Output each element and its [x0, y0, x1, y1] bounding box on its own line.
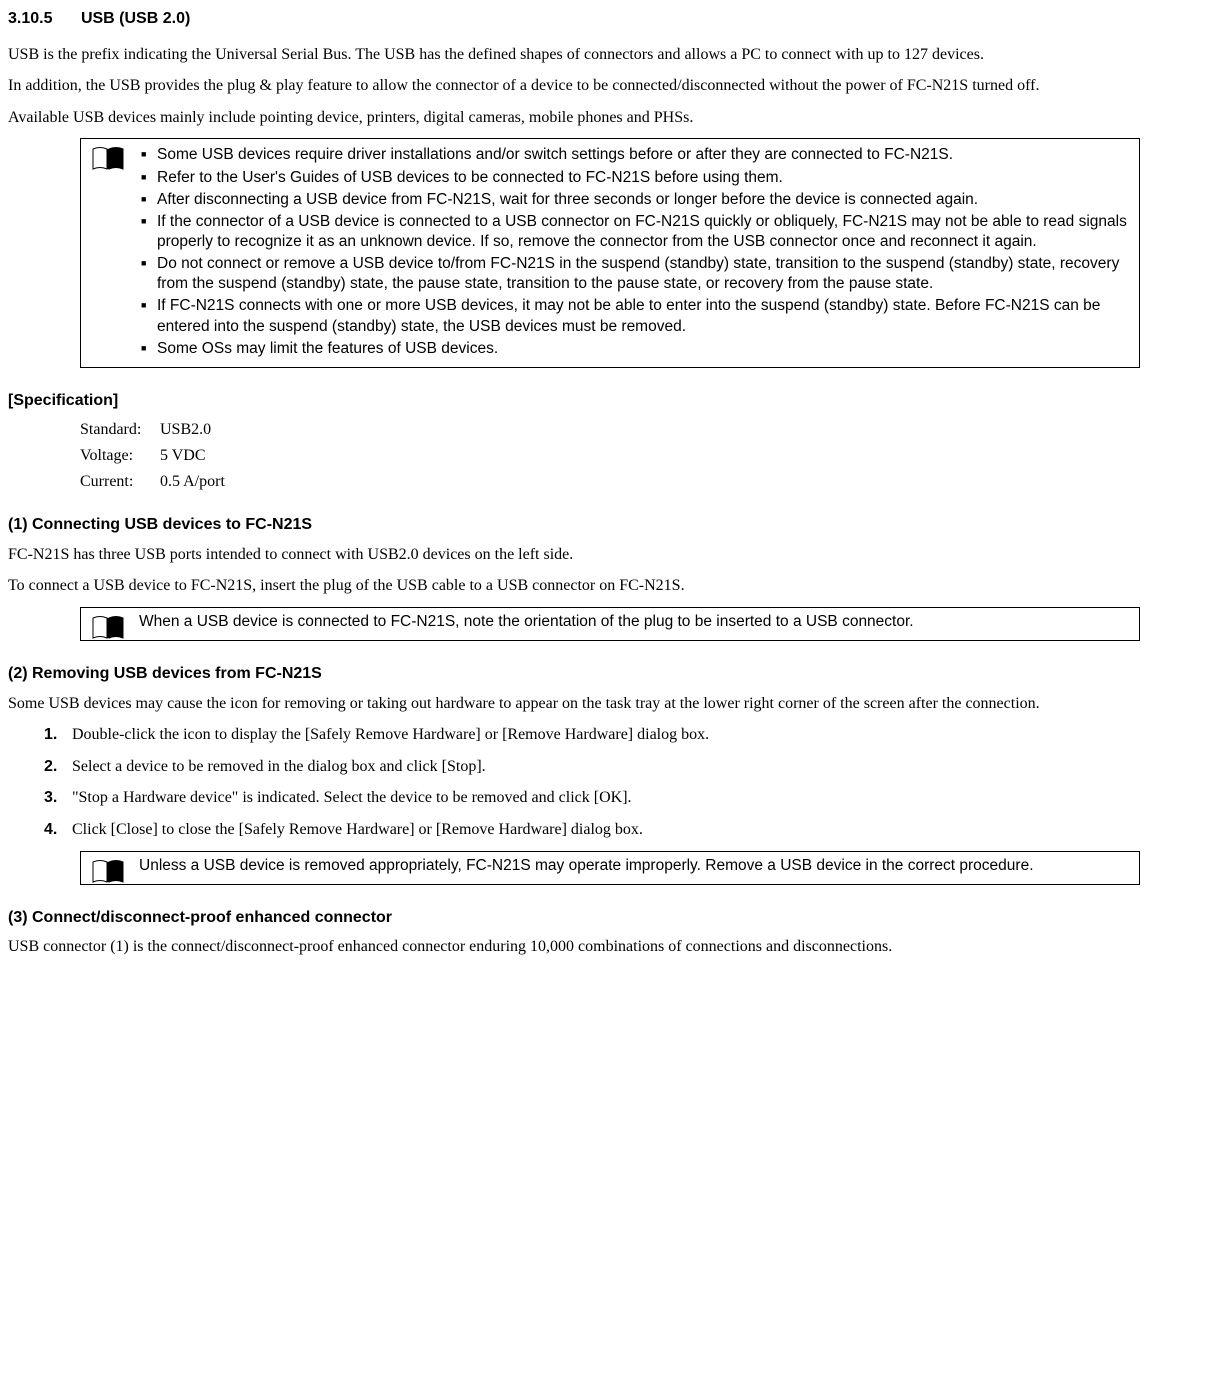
- step-number: 3.: [44, 787, 72, 809]
- subsection-3-p1: USB connector (1) is the connect/disconn…: [8, 936, 1211, 958]
- note-1-list: Some USB devices require driver installa…: [139, 145, 1131, 358]
- subsection-2-p1: Some USB devices may cause the icon for …: [8, 693, 1211, 715]
- open-book-icon: [91, 858, 135, 884]
- note-item: After disconnecting a USB device from FC…: [157, 190, 1131, 210]
- step-number: 4.: [44, 819, 72, 841]
- intro-paragraph-2: In addition, the USB provides the plug &…: [8, 75, 1211, 97]
- note-box-3: Unless a USB device is removed appropria…: [80, 851, 1140, 885]
- step-text: Double-click the icon to display the [Sa…: [72, 724, 1211, 746]
- note-icon-cell: [81, 852, 139, 884]
- section-number: 3.10.5: [8, 8, 52, 30]
- note-item: If FC-N21S connects with one or more USB…: [157, 296, 1131, 336]
- spec-label: Voltage:: [80, 445, 160, 467]
- note-icon-cell: [81, 608, 139, 640]
- step-item: 1. Double-click the icon to display the …: [44, 724, 1211, 746]
- specification-heading: [Specification]: [8, 390, 1211, 412]
- step-number: 1.: [44, 724, 72, 746]
- subsection-1-p1: FC-N21S has three USB ports intended to …: [8, 544, 1211, 566]
- specification-rows: Standard: USB2.0 Voltage: 5 VDC Current:…: [80, 419, 1211, 492]
- spec-value: 5 VDC: [160, 445, 206, 467]
- step-item: 2. Select a device to be removed in the …: [44, 756, 1211, 778]
- note-text-cell: Unless a USB device is removed appropria…: [139, 852, 1139, 882]
- spec-label: Current:: [80, 471, 160, 493]
- note-3-text: Unless a USB device is removed appropria…: [139, 857, 1034, 874]
- subsection-3-heading: (3) Connect/disconnect-proof enhanced co…: [8, 907, 1211, 929]
- note-text-cell: When a USB device is connected to FC-N21…: [139, 608, 1139, 638]
- section-title: USB (USB 2.0): [81, 10, 190, 27]
- step-number: 2.: [44, 756, 72, 778]
- section-heading: 3.10.5 USB (USB 2.0): [8, 8, 1211, 30]
- spec-label: Standard:: [80, 419, 160, 441]
- note-item: If the connector of a USB device is conn…: [157, 212, 1131, 252]
- note-item: Some USB devices require driver installa…: [157, 145, 1131, 165]
- intro-paragraph-1: USB is the prefix indicating the Univers…: [8, 44, 1211, 66]
- note-item: Do not connect or remove a USB device to…: [157, 254, 1131, 294]
- removal-steps: 1. Double-click the icon to display the …: [44, 724, 1211, 840]
- spec-value: 0.5 A/port: [160, 471, 225, 493]
- step-text: Select a device to be removed in the dia…: [72, 756, 1211, 778]
- note-text-cell: Some USB devices require driver installa…: [139, 139, 1139, 366]
- subsection-1-p2: To connect a USB device to FC-N21S, inse…: [8, 575, 1211, 597]
- note-item: Refer to the User's Guides of USB device…: [157, 168, 1131, 188]
- spec-value: USB2.0: [160, 419, 211, 441]
- note-icon-cell: [81, 139, 139, 171]
- note-2-text: When a USB device is connected to FC-N21…: [139, 613, 914, 630]
- note-item: Some OSs may limit the features of USB d…: [157, 339, 1131, 359]
- step-text: Click [Close] to close the [Safely Remov…: [72, 819, 1211, 841]
- note-box-1: Some USB devices require driver installa…: [80, 138, 1140, 367]
- open-book-icon: [91, 614, 135, 640]
- step-item: 4. Click [Close] to close the [Safely Re…: [44, 819, 1211, 841]
- page: 3.10.5 USB (USB 2.0) USB is the prefix i…: [0, 0, 1219, 988]
- intro-paragraph-3: Available USB devices mainly include poi…: [8, 107, 1211, 129]
- spec-row: Voltage: 5 VDC: [80, 445, 1211, 467]
- subsection-1-heading: (1) Connecting USB devices to FC-N21S: [8, 514, 1211, 536]
- note-box-2: When a USB device is connected to FC-N21…: [80, 607, 1140, 641]
- step-item: 3. "Stop a Hardware device" is indicated…: [44, 787, 1211, 809]
- spec-row: Current: 0.5 A/port: [80, 471, 1211, 493]
- open-book-icon: [91, 145, 135, 171]
- specification-block: [Specification] Standard: USB2.0 Voltage…: [8, 390, 1211, 492]
- subsection-2-heading: (2) Removing USB devices from FC-N21S: [8, 663, 1211, 685]
- spec-row: Standard: USB2.0: [80, 419, 1211, 441]
- step-text: "Stop a Hardware device" is indicated. S…: [72, 787, 1211, 809]
